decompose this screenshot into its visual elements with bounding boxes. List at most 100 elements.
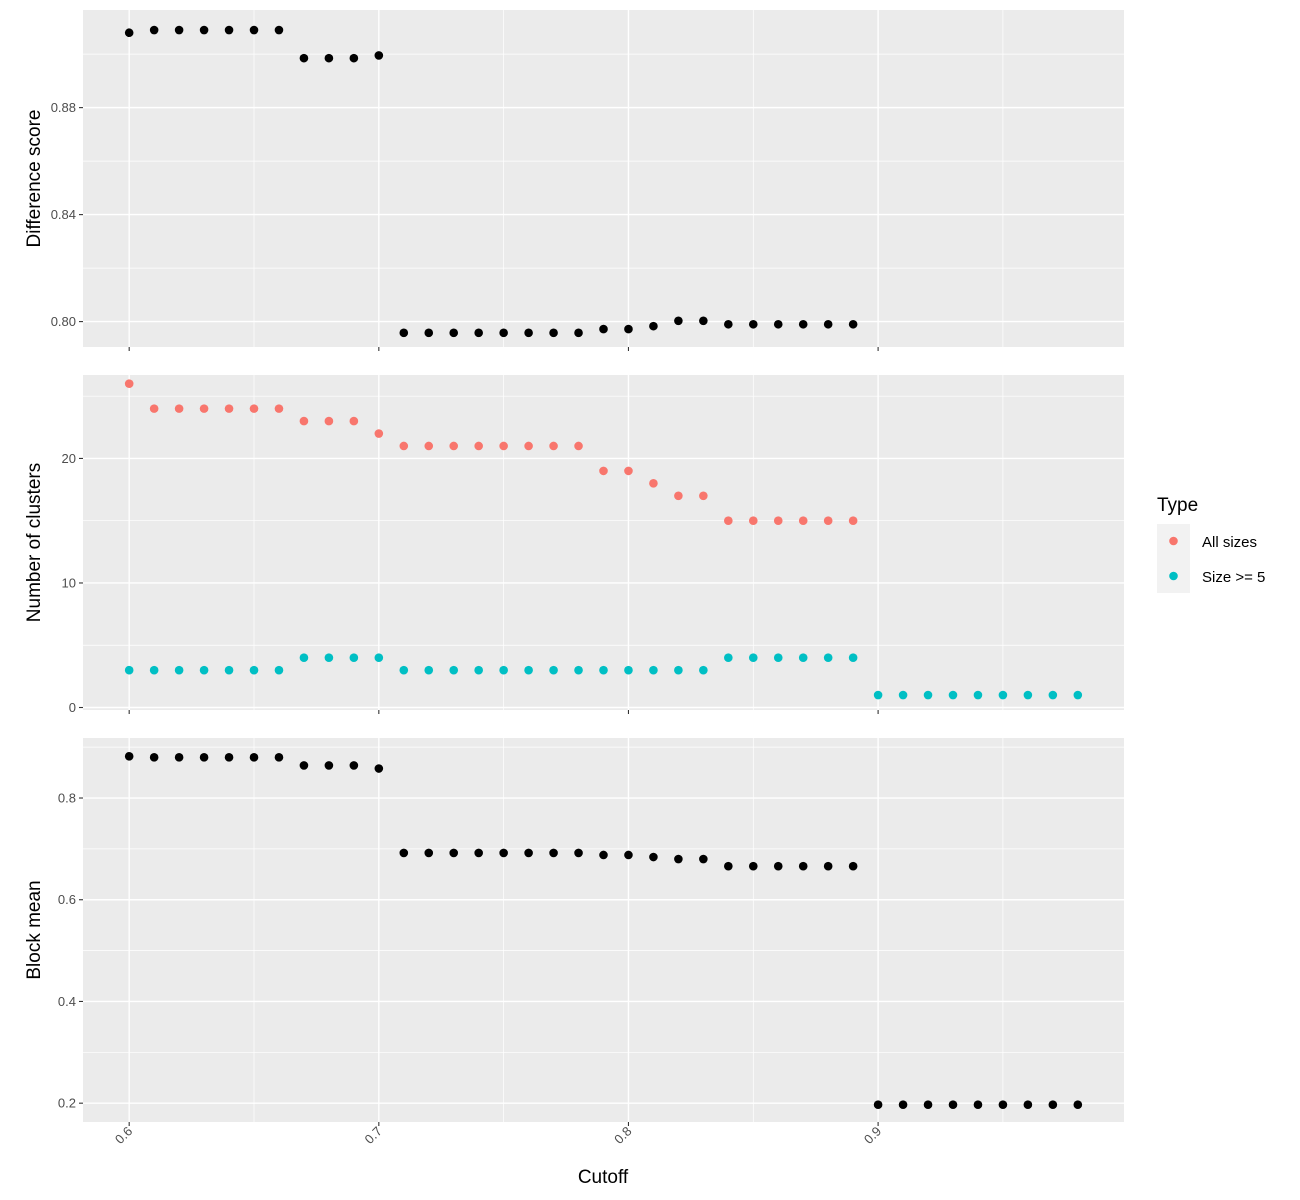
data-point [823,653,833,662]
data-point [274,753,284,762]
data-point [374,653,384,662]
data-point [499,665,508,675]
data-point [349,416,359,426]
data-point [798,861,808,871]
data-point [124,665,134,675]
data-point [399,848,409,858]
y-tick-label: 0.2 [58,1096,76,1111]
data-point [998,690,1008,700]
data-point [649,479,658,488]
data-point [149,753,159,762]
y-tick-label: 0.80 [51,314,76,329]
data-point [199,753,209,762]
data-point [349,53,359,63]
data-point [724,319,733,329]
data-point [873,690,883,700]
data-point [249,404,259,413]
data-point [848,516,858,526]
data-point [823,319,833,329]
data-point [224,665,234,675]
data-point [848,653,858,662]
data-point [549,848,558,858]
data-point [773,319,783,329]
data-point [449,441,459,451]
data-point [399,441,409,451]
data-point [499,328,508,338]
data-point [848,861,858,871]
data-point [299,416,309,426]
data-point [973,690,983,700]
data-point [724,653,733,662]
legend: Type All sizes Size >= 5 [1157,495,1265,593]
x-axis: 0.6 0.7 0.8 0.9 [112,1124,884,1147]
data-point [524,328,533,338]
data-point [149,25,159,35]
y-tick-label: 0.6 [58,892,76,907]
data-point [399,328,409,338]
data-point [224,404,234,413]
data-point [674,854,683,864]
data-point [699,854,708,864]
data-point [174,404,184,413]
data-point [324,416,334,426]
y-axis-title: Block mean [24,880,45,979]
data-point [474,665,483,675]
data-point [798,653,808,662]
data-point [823,861,833,871]
data-point [1023,690,1033,700]
data-point [724,516,733,526]
data-point [149,665,159,675]
data-point [773,861,783,871]
data-point [624,850,633,860]
data-point [699,491,708,501]
data-point [299,53,309,63]
data-point [274,404,284,413]
panel-background [83,375,1124,710]
data-point [923,690,933,700]
legend-key-background [1157,524,1190,593]
data-point [449,848,459,858]
data-point [424,665,434,675]
data-point [649,321,658,331]
data-point [149,404,159,413]
data-point [249,753,259,762]
data-point [674,491,683,501]
chart-panels: 0.80 0.84 0.88 Difference score 0 10 20 Number … [24,10,1124,1126]
data-point [349,653,359,662]
y-tick-label: 0.84 [51,207,76,222]
data-point [299,653,309,662]
data-point [549,665,558,675]
data-point [499,848,508,858]
data-point [574,328,583,338]
y-axis-title: Difference score [24,110,45,248]
data-point [524,848,533,858]
data-point [599,466,608,476]
data-point [773,653,783,662]
legend-title: Type [1157,495,1198,516]
x-tick-label: 0.8 [611,1124,634,1147]
data-point [748,516,758,526]
data-point [374,764,384,773]
data-point [724,861,733,871]
data-point [374,51,384,60]
data-point [599,850,608,860]
data-point [224,753,234,762]
data-point [124,28,134,38]
data-point [174,665,184,675]
data-point [349,761,359,770]
legend-key-size-5 [1169,571,1178,581]
legend-label-all-sizes: All sizes [1202,534,1257,551]
data-point [424,848,434,858]
data-point [823,516,833,526]
data-point [324,53,334,63]
data-point [574,441,583,451]
x-tick-label: 0.6 [112,1124,135,1147]
data-point [324,761,334,770]
x-axis-title: Cutoff [578,1167,629,1188]
data-point [174,753,184,762]
y-tick-label: 20 [62,451,76,466]
data-point [1073,690,1083,700]
data-point [1023,1100,1033,1110]
data-point [124,752,134,761]
